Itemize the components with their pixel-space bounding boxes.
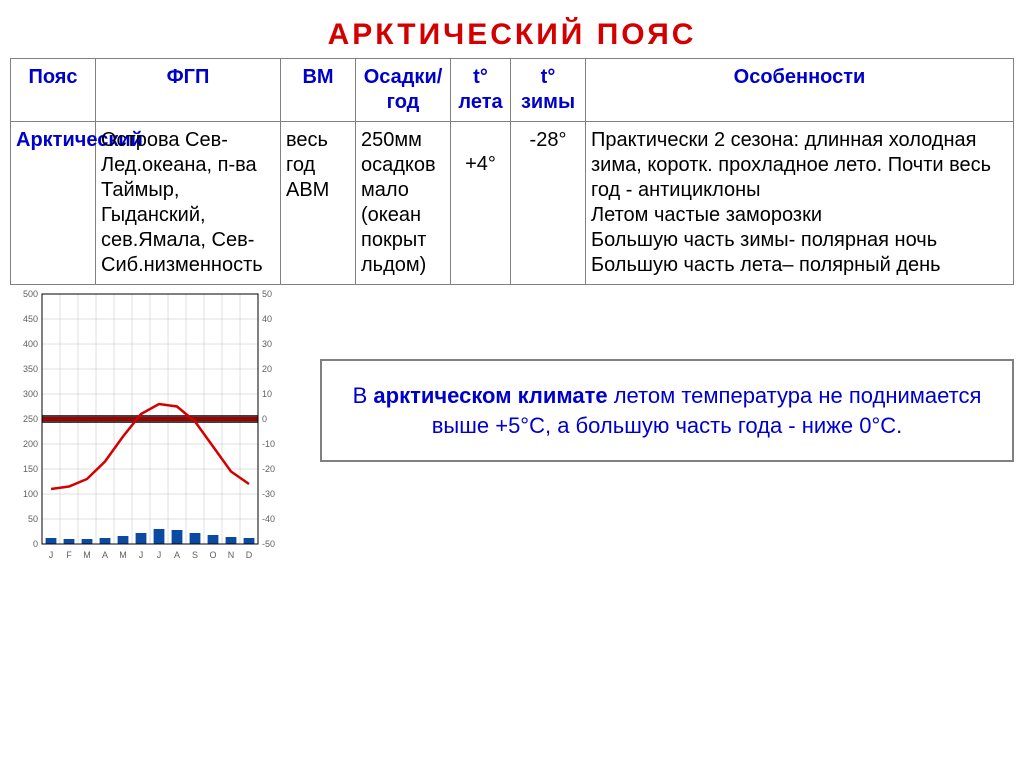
svg-text:S: S	[192, 550, 198, 560]
cell-tsummer: +4°	[451, 122, 511, 285]
svg-text:D: D	[246, 550, 253, 560]
svg-text:30: 30	[262, 339, 272, 349]
svg-text:-30: -30	[262, 489, 275, 499]
svg-text:500: 500	[23, 289, 38, 299]
th-precip: Осадки/год	[356, 59, 451, 122]
th-vm: ВМ	[281, 59, 356, 122]
cell-fgp: Острова Сев-Лед.океана, п-ва Таймыр, Гыд…	[96, 122, 281, 285]
th-tsummer: t° лета	[451, 59, 511, 122]
cell-twinter: -28°	[511, 122, 586, 285]
svg-text:-50: -50	[262, 539, 275, 549]
th-features: Особенности	[586, 59, 1014, 122]
svg-text:450: 450	[23, 314, 38, 324]
cell-precip: 250мм осадков мало (океан покрыт льдом)	[356, 122, 451, 285]
svg-text:0: 0	[262, 414, 267, 424]
svg-text:150: 150	[23, 464, 38, 474]
svg-text:-20: -20	[262, 464, 275, 474]
svg-text:O: O	[209, 550, 216, 560]
svg-text:100: 100	[23, 489, 38, 499]
th-zone: Пояс	[11, 59, 96, 122]
svg-text:50: 50	[28, 514, 38, 524]
svg-text:J: J	[139, 550, 144, 560]
page-title: АРКТИЧЕСКИЙ ПОЯС	[10, 18, 1014, 52]
svg-text:400: 400	[23, 339, 38, 349]
svg-text:F: F	[66, 550, 72, 560]
climate-chart-svg: 050100150200250300350400450500-50-40-30-…	[10, 289, 290, 579]
svg-text:A: A	[102, 550, 108, 560]
th-twinter: t° зимы	[511, 59, 586, 122]
svg-text:20: 20	[262, 364, 272, 374]
climate-table: Пояс ФГП ВМ Осадки/год t° лета t° зимы О…	[10, 58, 1014, 285]
svg-text:-10: -10	[262, 439, 275, 449]
svg-text:300: 300	[23, 389, 38, 399]
svg-text:50: 50	[262, 289, 272, 299]
svg-text:10: 10	[262, 389, 272, 399]
svg-text:M: M	[83, 550, 91, 560]
summary-text: В арктическом климате летом температура …	[344, 381, 990, 440]
th-fgp: ФГП	[96, 59, 281, 122]
svg-text:350: 350	[23, 364, 38, 374]
svg-text:-40: -40	[262, 514, 275, 524]
svg-text:M: M	[119, 550, 127, 560]
cell-zone: Арктический	[11, 122, 96, 285]
svg-text:250: 250	[23, 414, 38, 424]
svg-text:J: J	[157, 550, 162, 560]
svg-text:N: N	[228, 550, 235, 560]
svg-text:0: 0	[33, 539, 38, 549]
svg-text:A: A	[174, 550, 180, 560]
summary-box: В арктическом климате летом температура …	[320, 359, 1014, 462]
cell-vm: весь год АВМ	[281, 122, 356, 285]
svg-text:200: 200	[23, 439, 38, 449]
svg-text:40: 40	[262, 314, 272, 324]
table-row: Арктический Острова Сев-Лед.океана, п-ва…	[11, 122, 1014, 285]
cell-features: Практически 2 сезона: длинная холодная з…	[586, 122, 1014, 285]
climate-chart: 050100150200250300350400450500-50-40-30-…	[10, 289, 290, 579]
table-header-row: Пояс ФГП ВМ Осадки/год t° лета t° зимы О…	[11, 59, 1014, 122]
svg-text:J: J	[49, 550, 54, 560]
